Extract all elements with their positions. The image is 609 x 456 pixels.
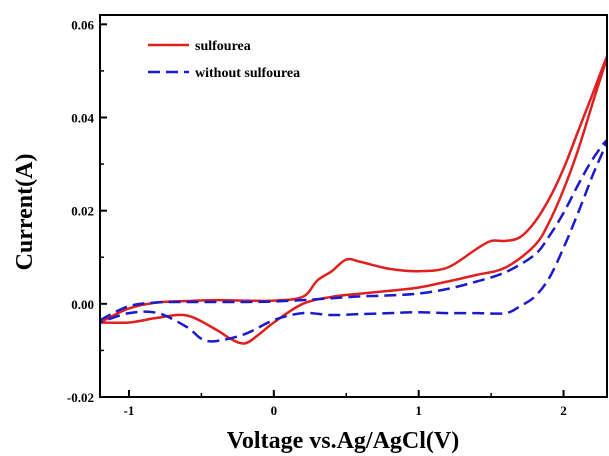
plot-frame <box>99 14 608 398</box>
plot-curves <box>100 55 607 345</box>
x-tick-label: 1 <box>415 403 422 418</box>
series-without-sulfourea-line <box>100 139 607 343</box>
y-axis-title: Current(A) <box>12 154 38 271</box>
x-tick-label: -1 <box>124 403 135 418</box>
x-tick-label: 0 <box>271 403 278 418</box>
y-tick-label: 0.00 <box>71 297 94 312</box>
y-tick-label: 0.04 <box>71 110 94 125</box>
y-tick-label: -0.02 <box>67 390 94 405</box>
y-tick-label: 0.06 <box>71 17 94 32</box>
x-tick-label: 2 <box>560 403 567 418</box>
x-axis-title: Voltage vs.Ag/AgCl(V) <box>227 428 459 454</box>
legend: sulfourea without sulfourea <box>148 39 300 81</box>
series-sulfourea-line <box>100 55 607 345</box>
x-axis: -1 0 1 2 <box>124 390 567 418</box>
legend-label-sulfourea: sulfourea <box>195 39 251 54</box>
y-axis: -0.02 0.00 0.02 0.04 0.06 <box>67 17 107 405</box>
legend-label-without-sulfourea: without sulfourea <box>195 66 300 81</box>
y-tick-label: 0.02 <box>71 204 94 219</box>
